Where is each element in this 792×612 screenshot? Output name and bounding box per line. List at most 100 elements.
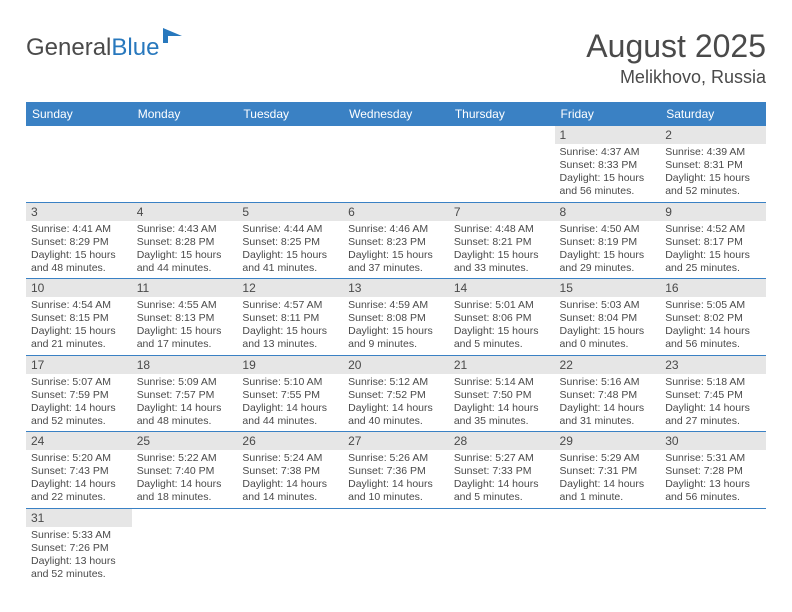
- sunset-text: Sunset: 8:23 PM: [348, 236, 444, 249]
- daylight-text: Daylight: 14 hours and 48 minutes.: [137, 402, 233, 428]
- day-info: Sunrise: 4:55 AMSunset: 8:13 PMDaylight:…: [132, 297, 238, 355]
- calendar-row: 17Sunrise: 5:07 AMSunset: 7:59 PMDayligh…: [26, 355, 766, 432]
- sunset-text: Sunset: 8:28 PM: [137, 236, 233, 249]
- day-info: Sunrise: 4:54 AMSunset: 8:15 PMDaylight:…: [26, 297, 132, 355]
- calendar-cell-empty: [237, 126, 343, 202]
- sunset-text: Sunset: 7:38 PM: [242, 465, 338, 478]
- calendar-cell: 19Sunrise: 5:10 AMSunset: 7:55 PMDayligh…: [237, 355, 343, 432]
- sunset-text: Sunset: 7:26 PM: [31, 542, 127, 555]
- logo: GeneralBlue: [26, 34, 190, 62]
- sunrise-text: Sunrise: 4:52 AM: [665, 223, 761, 236]
- day-info: Sunrise: 5:10 AMSunset: 7:55 PMDaylight:…: [237, 374, 343, 432]
- daylight-text: Daylight: 15 hours and 52 minutes.: [665, 172, 761, 198]
- day-info: Sunrise: 5:33 AMSunset: 7:26 PMDaylight:…: [26, 527, 132, 585]
- calendar-cell: 29Sunrise: 5:29 AMSunset: 7:31 PMDayligh…: [555, 432, 661, 509]
- calendar-cell: 3Sunrise: 4:41 AMSunset: 8:29 PMDaylight…: [26, 202, 132, 279]
- calendar-cell: 12Sunrise: 4:57 AMSunset: 8:11 PMDayligh…: [237, 279, 343, 356]
- title-block: August 2025 Melikhovo, Russia: [586, 28, 766, 88]
- calendar-cell: 4Sunrise: 4:43 AMSunset: 8:28 PMDaylight…: [132, 202, 238, 279]
- daylight-text: Daylight: 15 hours and 21 minutes.: [31, 325, 127, 351]
- day-info: Sunrise: 4:46 AMSunset: 8:23 PMDaylight:…: [343, 221, 449, 279]
- calendar-cell-empty: [132, 126, 238, 202]
- sunrise-text: Sunrise: 4:55 AM: [137, 299, 233, 312]
- sunrise-text: Sunrise: 4:37 AM: [560, 146, 656, 159]
- calendar-cell-empty: [555, 508, 661, 584]
- calendar-cell: 5Sunrise: 4:44 AMSunset: 8:25 PMDaylight…: [237, 202, 343, 279]
- calendar-cell-empty: [26, 126, 132, 202]
- sunset-text: Sunset: 7:57 PM: [137, 389, 233, 402]
- daylight-text: Daylight: 15 hours and 25 minutes.: [665, 249, 761, 275]
- day-number: 4: [132, 203, 238, 221]
- header: GeneralBlue August 2025 Melikhovo, Russi…: [26, 28, 766, 88]
- daylight-text: Daylight: 14 hours and 18 minutes.: [137, 478, 233, 504]
- day-info: Sunrise: 5:27 AMSunset: 7:33 PMDaylight:…: [449, 450, 555, 508]
- sunset-text: Sunset: 8:31 PM: [665, 159, 761, 172]
- daylight-text: Daylight: 15 hours and 29 minutes.: [560, 249, 656, 275]
- daylight-text: Daylight: 15 hours and 0 minutes.: [560, 325, 656, 351]
- day-number: 3: [26, 203, 132, 221]
- sunset-text: Sunset: 8:13 PM: [137, 312, 233, 325]
- day-number: 24: [26, 432, 132, 450]
- calendar-cell: 24Sunrise: 5:20 AMSunset: 7:43 PMDayligh…: [26, 432, 132, 509]
- sunset-text: Sunset: 8:17 PM: [665, 236, 761, 249]
- day-number: 23: [660, 356, 766, 374]
- day-header-row: SundayMondayTuesdayWednesdayThursdayFrid…: [26, 102, 766, 126]
- daylight-text: Daylight: 14 hours and 31 minutes.: [560, 402, 656, 428]
- day-header: Friday: [555, 102, 661, 126]
- calendar-cell: 1Sunrise: 4:37 AMSunset: 8:33 PMDaylight…: [555, 126, 661, 202]
- sunrise-text: Sunrise: 5:22 AM: [137, 452, 233, 465]
- daylight-text: Daylight: 15 hours and 9 minutes.: [348, 325, 444, 351]
- sunrise-text: Sunrise: 5:16 AM: [560, 376, 656, 389]
- sunset-text: Sunset: 7:31 PM: [560, 465, 656, 478]
- day-header: Tuesday: [237, 102, 343, 126]
- day-info: Sunrise: 5:18 AMSunset: 7:45 PMDaylight:…: [660, 374, 766, 432]
- sunrise-text: Sunrise: 4:50 AM: [560, 223, 656, 236]
- sunset-text: Sunset: 8:33 PM: [560, 159, 656, 172]
- sunset-text: Sunset: 7:36 PM: [348, 465, 444, 478]
- location: Melikhovo, Russia: [586, 67, 766, 88]
- calendar-cell-empty: [449, 508, 555, 584]
- day-info: Sunrise: 5:14 AMSunset: 7:50 PMDaylight:…: [449, 374, 555, 432]
- sunrise-text: Sunrise: 5:05 AM: [665, 299, 761, 312]
- calendar-cell: 2Sunrise: 4:39 AMSunset: 8:31 PMDaylight…: [660, 126, 766, 202]
- day-info: Sunrise: 4:43 AMSunset: 8:28 PMDaylight:…: [132, 221, 238, 279]
- daylight-text: Daylight: 13 hours and 52 minutes.: [31, 555, 127, 581]
- daylight-text: Daylight: 15 hours and 17 minutes.: [137, 325, 233, 351]
- calendar-cell-empty: [660, 508, 766, 584]
- day-number: 20: [343, 356, 449, 374]
- sunset-text: Sunset: 8:06 PM: [454, 312, 550, 325]
- day-info: Sunrise: 5:24 AMSunset: 7:38 PMDaylight:…: [237, 450, 343, 508]
- sunset-text: Sunset: 8:25 PM: [242, 236, 338, 249]
- daylight-text: Daylight: 15 hours and 13 minutes.: [242, 325, 338, 351]
- calendar-cell: 31Sunrise: 5:33 AMSunset: 7:26 PMDayligh…: [26, 508, 132, 584]
- day-number: 8: [555, 203, 661, 221]
- daylight-text: Daylight: 15 hours and 33 minutes.: [454, 249, 550, 275]
- day-number: 14: [449, 279, 555, 297]
- day-number: 29: [555, 432, 661, 450]
- calendar-cell-empty: [343, 508, 449, 584]
- sunset-text: Sunset: 8:02 PM: [665, 312, 761, 325]
- sunset-text: Sunset: 7:33 PM: [454, 465, 550, 478]
- calendar-cell: 25Sunrise: 5:22 AMSunset: 7:40 PMDayligh…: [132, 432, 238, 509]
- day-header: Sunday: [26, 102, 132, 126]
- calendar-cell: 20Sunrise: 5:12 AMSunset: 7:52 PMDayligh…: [343, 355, 449, 432]
- logo-word1: General: [26, 34, 111, 62]
- daylight-text: Daylight: 15 hours and 56 minutes.: [560, 172, 656, 198]
- sunset-text: Sunset: 8:21 PM: [454, 236, 550, 249]
- sunrise-text: Sunrise: 5:12 AM: [348, 376, 444, 389]
- day-info: Sunrise: 4:41 AMSunset: 8:29 PMDaylight:…: [26, 221, 132, 279]
- day-info: Sunrise: 5:05 AMSunset: 8:02 PMDaylight:…: [660, 297, 766, 355]
- day-number: 15: [555, 279, 661, 297]
- calendar-cell: 26Sunrise: 5:24 AMSunset: 7:38 PMDayligh…: [237, 432, 343, 509]
- calendar-cell: 6Sunrise: 4:46 AMSunset: 8:23 PMDaylight…: [343, 202, 449, 279]
- calendar-cell: 8Sunrise: 4:50 AMSunset: 8:19 PMDaylight…: [555, 202, 661, 279]
- sunrise-text: Sunrise: 5:24 AM: [242, 452, 338, 465]
- calendar-cell-empty: [449, 126, 555, 202]
- day-number: 16: [660, 279, 766, 297]
- calendar-cell: 7Sunrise: 4:48 AMSunset: 8:21 PMDaylight…: [449, 202, 555, 279]
- calendar-cell: 22Sunrise: 5:16 AMSunset: 7:48 PMDayligh…: [555, 355, 661, 432]
- calendar-cell: 10Sunrise: 4:54 AMSunset: 8:15 PMDayligh…: [26, 279, 132, 356]
- sunrise-text: Sunrise: 5:29 AM: [560, 452, 656, 465]
- day-number: 25: [132, 432, 238, 450]
- calendar-cell-empty: [237, 508, 343, 584]
